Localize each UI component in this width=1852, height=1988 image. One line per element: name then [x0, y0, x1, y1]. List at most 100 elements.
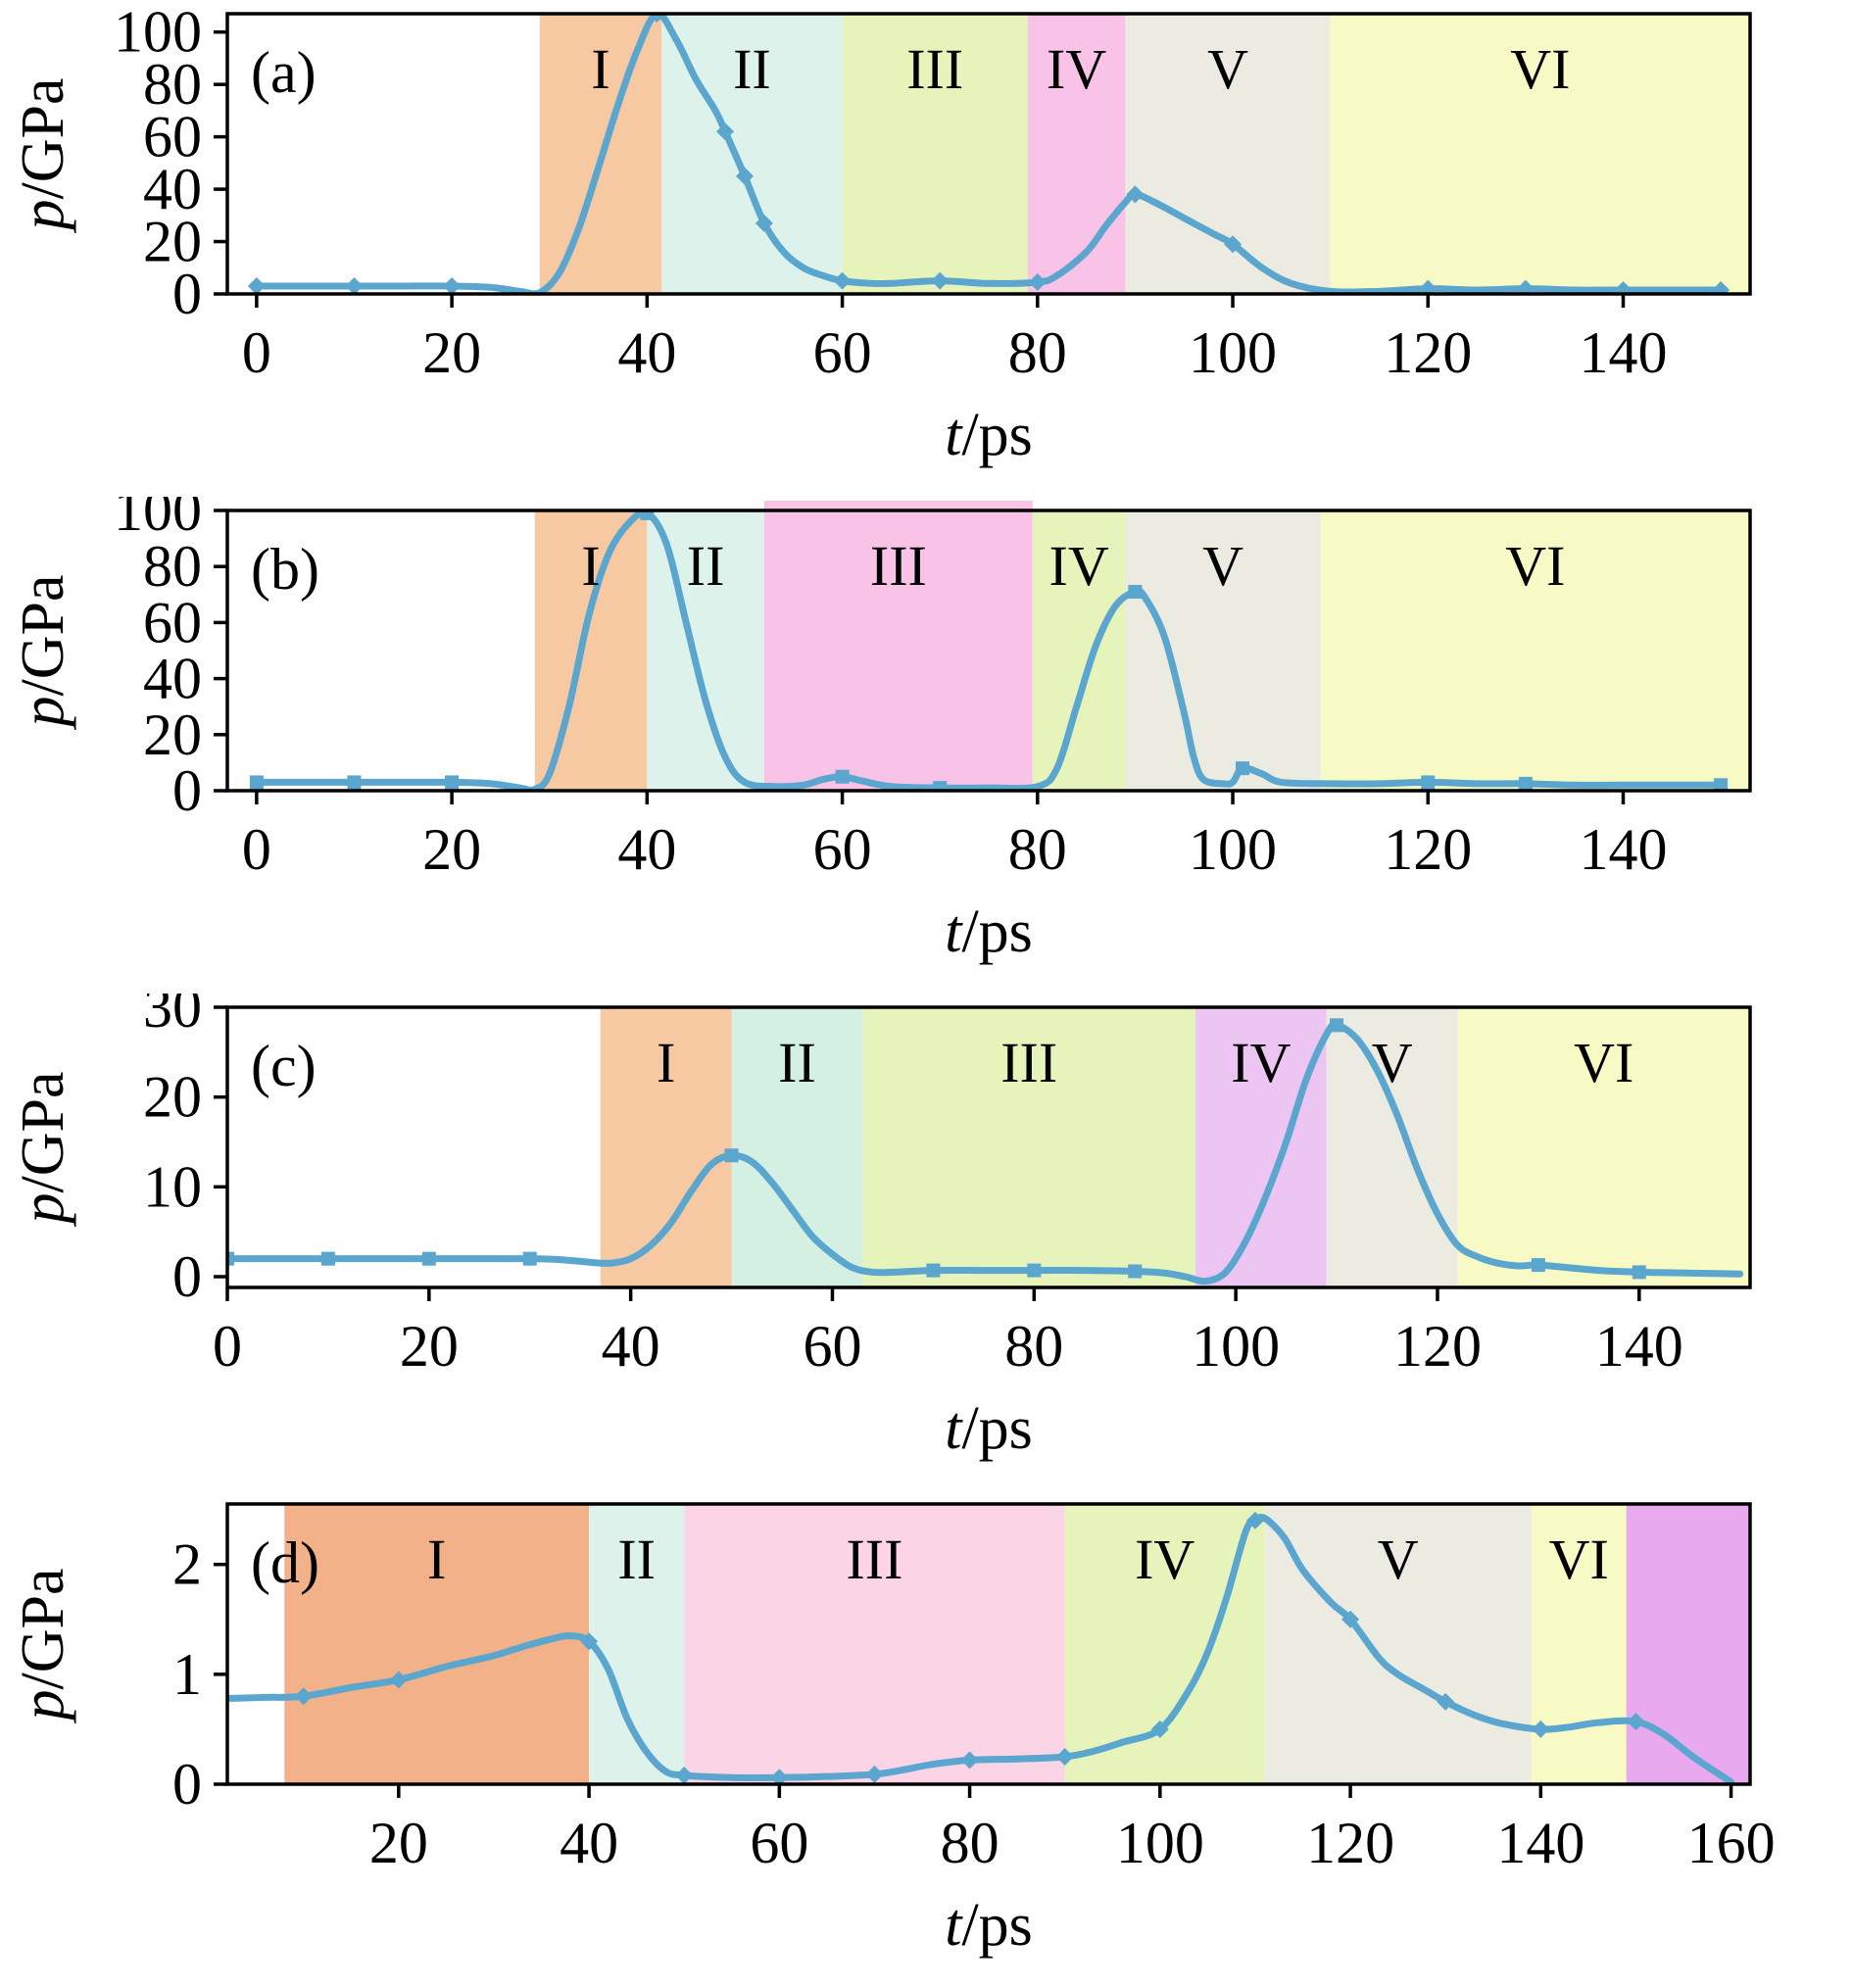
y-tick-label: 1	[172, 1642, 202, 1707]
data-point-marker	[347, 775, 362, 790]
region-band-VI	[1330, 14, 1750, 294]
x-tick-label: 140	[1496, 1811, 1584, 1875]
data-point-marker	[1437, 1692, 1455, 1711]
y-tick-label: 60	[143, 105, 202, 170]
panel-c: 0 20 40 60 80 100 120 140 0 10 20 30 I II III IV V VI (c) t…	[0, 994, 1852, 1490]
region-label-II: II	[617, 1527, 656, 1591]
region-label-IV: IV	[1231, 1031, 1291, 1094]
pressure-curve	[253, 14, 1725, 294]
x-axis-label: t/ps	[945, 898, 1033, 965]
y-axis-label: p/GPa	[10, 78, 76, 234]
y-tick-label: 0	[172, 758, 202, 823]
x-tick-label: 140	[1580, 320, 1668, 385]
region-label-I: I	[591, 37, 609, 101]
data-point-marker	[1518, 776, 1533, 791]
region-label-II: II	[733, 37, 771, 101]
region-label-V: V	[1378, 1527, 1419, 1591]
data-point-marker	[865, 1765, 884, 1783]
y-tick-label: 40	[143, 647, 202, 711]
region-band-II	[661, 14, 843, 294]
region-label-VI: VI	[1549, 1527, 1609, 1591]
region-label-V: V	[1372, 1031, 1413, 1094]
data-point-marker	[933, 781, 948, 791]
region-band-VI	[1320, 510, 1750, 791]
y-tick-label: 30	[143, 994, 202, 1040]
data-point-marker	[833, 271, 852, 290]
panel-letter: (a)	[251, 40, 317, 105]
x-tick-label: 100	[1116, 1811, 1204, 1875]
region-label-V: V	[1202, 534, 1243, 598]
x-tick-label: 120	[1306, 1811, 1394, 1875]
region-band-III	[842, 14, 1028, 294]
y-tick-label: 2	[172, 1532, 202, 1597]
region-band-V	[1264, 1504, 1532, 1784]
data-point-marker	[716, 122, 735, 141]
x-tick-label: 80	[1008, 320, 1067, 385]
data-point-marker	[580, 1632, 599, 1651]
data-point-marker	[1632, 1265, 1646, 1280]
x-tick-label: 20	[400, 1314, 459, 1379]
y-tick-label: 0	[172, 1244, 202, 1309]
pressure-curve	[253, 510, 1725, 791]
x-tick-label: 20	[422, 817, 481, 882]
region-label-II: II	[687, 534, 725, 598]
region-label-VI: VI	[1574, 1031, 1633, 1094]
region-band-III	[763, 501, 1033, 791]
region-band-extra	[1626, 1504, 1750, 1784]
region-label-VI: VI	[1505, 534, 1565, 598]
region-label-III: III	[906, 37, 963, 101]
region-label-III: III	[870, 534, 927, 598]
data-point-marker	[1055, 1747, 1074, 1766]
data-point-marker	[445, 775, 460, 790]
region-band-IV	[1032, 510, 1126, 791]
y-axis-label: p/GPa	[10, 1569, 76, 1724]
x-tick-label: 100	[1192, 1314, 1280, 1379]
region-band-III	[862, 1007, 1195, 1287]
region-label-I: I	[657, 1031, 675, 1094]
data-point-marker	[1128, 584, 1143, 599]
region-label-IV: IV	[1047, 37, 1106, 101]
x-tick-label: 120	[1384, 817, 1472, 882]
y-tick-label: 60	[143, 590, 202, 655]
data-point-marker	[247, 276, 266, 294]
y-tick-label: 80	[143, 52, 202, 117]
data-point-marker	[1714, 778, 1729, 791]
plot-frame	[225, 1502, 1752, 1786]
panel-letter: (d)	[251, 1530, 319, 1595]
panel-b: 0 20 40 60 80 100 120 140 0 20 40 60 80 100 I II III IV V V…	[0, 497, 1852, 994]
y-tick-label: 40	[143, 157, 202, 221]
x-tick-label: 80	[1008, 817, 1067, 882]
data-point-marker	[675, 1767, 694, 1784]
data-point-marker	[724, 1148, 739, 1163]
y-axis-label: p/GPa	[10, 1072, 76, 1228]
pressure-curve	[227, 1021, 1744, 1285]
data-point-marker	[1027, 1263, 1042, 1278]
x-tick-label: 60	[803, 1314, 861, 1379]
data-point-marker	[735, 167, 754, 185]
data-point-marker	[421, 1251, 436, 1266]
x-tick-label: 100	[1189, 817, 1277, 882]
data-point-marker	[1330, 1018, 1344, 1033]
data-point-marker	[1516, 279, 1535, 294]
data-point-marker	[1532, 1720, 1550, 1738]
data-point-marker	[249, 775, 264, 790]
data-point-marker	[640, 510, 655, 520]
y-tick-label: 10	[143, 1154, 202, 1219]
panel-letter: (b)	[251, 537, 319, 602]
region-band-V	[1125, 510, 1321, 791]
data-point-marker	[1341, 1610, 1360, 1628]
data-point-marker	[1419, 279, 1438, 294]
x-tick-label: 160	[1687, 1811, 1776, 1875]
y-axis-label: p/GPa	[10, 575, 76, 731]
region-band-I	[600, 1007, 732, 1287]
panel-d: 20 40 60 80 100 120 140 160 0 1 2 I II III IV V VI (d) t/p…	[0, 1490, 1852, 1987]
y-tick-label: 20	[143, 1065, 202, 1130]
x-axis-label: t/ps	[945, 1395, 1033, 1462]
data-point-marker	[648, 14, 666, 23]
region-label-VI: VI	[1510, 37, 1570, 101]
x-tick-label: 0	[242, 817, 271, 882]
region-band-VI	[1531, 1504, 1627, 1784]
region-band-II	[647, 510, 764, 791]
